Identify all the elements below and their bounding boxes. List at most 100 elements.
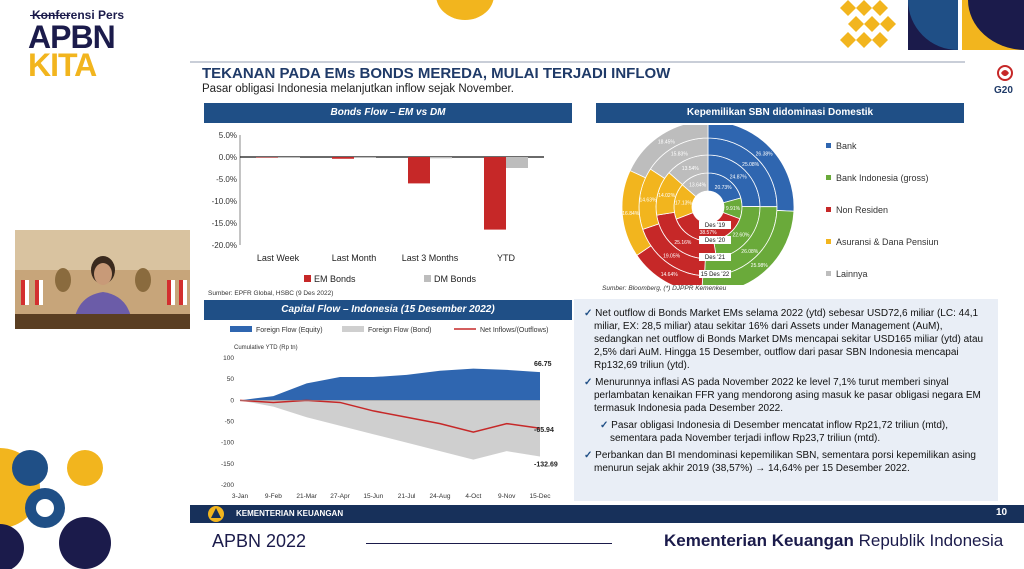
legend-label: Asuransi & Dana Pensiun [836, 237, 939, 247]
legend-swatch [230, 326, 252, 332]
x-tick-label: Last Month [332, 253, 377, 263]
pie-chart-header: Kepemilikan SBN didominasi Domestik [596, 103, 964, 123]
y-tick-label: -150 [221, 461, 234, 468]
deco-pattern-top-right [840, 0, 1024, 50]
data-label: 19.05% [663, 253, 681, 259]
data-label: 25.16% [674, 240, 692, 246]
bar-chart-source: Sumber: EPFR Global, HSBC (9 Des 2022) [208, 290, 334, 297]
data-label: 26.08% [741, 249, 759, 255]
y-tick-label: -20.0% [212, 241, 237, 250]
data-label: 22.60% [732, 233, 750, 239]
data-label: 38.57% [700, 230, 718, 236]
legend-label: Foreign Flow (Bond) [368, 327, 431, 334]
legend-label: Bank [836, 141, 857, 151]
ring-label-bg [699, 270, 731, 278]
note-text: Menurunnya inflasi AS pada November 2022… [594, 377, 981, 414]
legend-swatch [826, 143, 831, 148]
y-tick-label: 0.0% [219, 153, 237, 162]
bar [484, 157, 506, 230]
ring-label-bg [699, 253, 731, 261]
ring-label: Des '20 [705, 238, 726, 244]
donut-chart: 20.73% 9.91% 38.57% 17.13% 13.64% Des '19 24.8… [621, 125, 939, 285]
x-tick-label: 15-Dec [530, 493, 552, 500]
legend-label: Net Inflows/(Outflows) [480, 327, 548, 334]
y-tick-label: 0 [230, 397, 234, 404]
data-label: 13.64% [689, 182, 707, 188]
x-tick-label: 4-Oct [465, 493, 481, 500]
brand-panel: Konferensi Pers APBN KITA [0, 0, 190, 569]
data-label: 20.73% [715, 185, 733, 191]
y-tick-label: 5.0% [219, 131, 237, 140]
note-item: ✓ Perbankan dan BI mendominasi kepemilik… [584, 450, 976, 474]
x-tick-label: 15-Jun [363, 493, 383, 500]
legend-swatch [342, 326, 364, 332]
data-label: 15.83% [671, 152, 689, 158]
data-label: 26.38% [756, 152, 774, 158]
bar-chart: 5.0% 0.0% -5.0% -10.0% -15.0% -20.0% Last Week… [212, 131, 544, 284]
legend-swatch [826, 239, 831, 244]
bar [408, 157, 430, 184]
net-flow-line [239, 399, 541, 433]
legend-label: Non Residen [836, 205, 888, 215]
note-text: Pasar obligasi Indonesia di Desember men… [610, 420, 949, 444]
legend-swatch [826, 207, 831, 212]
notes-box: ✓ Net outflow di Bonds Market EMs selama… [574, 299, 998, 501]
x-tick-label: 9-Feb [265, 493, 282, 500]
bar [430, 157, 452, 159]
legend-swatch [304, 275, 311, 282]
data-label: 25.98% [751, 263, 769, 269]
data-label: 24.87% [730, 174, 748, 180]
bar [332, 157, 354, 159]
x-tick-label: 21-Mar [296, 493, 317, 500]
deco-pattern-bottom-left [0, 448, 111, 569]
brand-line1: APBN [28, 19, 116, 55]
y-tick-label: -15.0% [212, 219, 237, 228]
y-tick-label: -200 [221, 482, 234, 489]
x-tick-label: YTD [497, 253, 516, 263]
ring-label-bg [699, 236, 731, 244]
legend-swatch [826, 271, 831, 276]
x-tick-label: 21-Jul [398, 493, 416, 500]
data-label: 18.45% [658, 140, 676, 146]
ring-label-bg [699, 221, 731, 229]
bar-chart-header: Bonds Flow – EM vs DM [204, 103, 572, 123]
legend-label: Bank Indonesia (gross) [836, 173, 929, 183]
y-tick-label: -50 [225, 419, 235, 426]
donut-slice [629, 125, 709, 179]
ring-label: 15 Des '22 [701, 272, 730, 278]
ring-label: Des '21 [705, 255, 726, 261]
bar [354, 157, 376, 158]
note-item: ✓ Pasar obligasi Indonesia di Desember m… [600, 420, 949, 444]
bar [278, 157, 300, 158]
footer-apbn: APBN 2022 [212, 531, 307, 551]
note-item: ✓ Menurunnya inflasi AS pada November 20… [584, 377, 981, 414]
data-label: 25.08% [742, 162, 760, 168]
legend-label: Lainnya [836, 269, 868, 279]
g20-logo: G20 [994, 65, 1013, 96]
y-tick-label: -10.0% [212, 197, 237, 206]
deco-circle [436, 0, 494, 20]
area-chart: Foreign Flow (Equity) Foreign Flow (Bond)… [221, 326, 558, 500]
page-number: 10 [996, 507, 1008, 518]
note-text: Perbankan dan BI mendominasi kepemilikan… [594, 450, 976, 474]
footer-bar [190, 505, 1024, 523]
legend-swatch [826, 175, 831, 180]
data-label: 9.91% [726, 206, 741, 212]
ring-label: Des '19 [705, 223, 726, 229]
pie-chart-source: Sumber: Bloomberg, (*) DJPPR Kemenkeu [602, 285, 727, 292]
x-tick-label: Last 3 Months [402, 253, 459, 263]
note-item: ✓ Net outflow di Bonds Market EMs selama… [584, 308, 984, 371]
data-label: 13.54% [682, 166, 700, 172]
x-tick-label: Last Week [257, 253, 300, 263]
divider [30, 15, 70, 16]
slide-title: TEKANAN PADA EMs BONDS MEREDA, MULAI TER… [202, 65, 671, 82]
event-label: Konferensi Pers [32, 8, 125, 22]
slide-subtitle: Pasar obligasi Indonesia melanjutkan inf… [202, 83, 514, 95]
data-label: 14.02% [658, 193, 676, 199]
svg-text:G20: G20 [994, 85, 1013, 96]
y-tick-label: 100 [223, 355, 234, 362]
slide: TEKANAN PADA EMs BONDS MEREDA, MULAI TER… [190, 55, 1024, 525]
brand-line2: KITA [28, 47, 97, 83]
note-text: Net outflow di Bonds Market EMs selama 2… [594, 308, 984, 371]
footer-divider [366, 543, 612, 544]
